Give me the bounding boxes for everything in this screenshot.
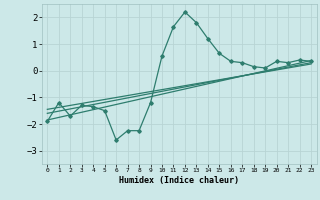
X-axis label: Humidex (Indice chaleur): Humidex (Indice chaleur) — [119, 176, 239, 185]
